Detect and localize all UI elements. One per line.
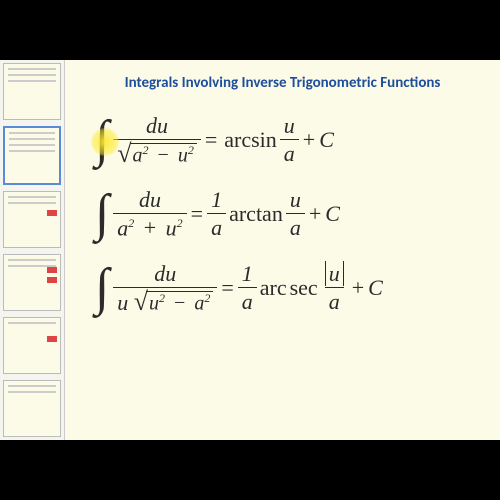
integral-icon: ∫ bbox=[95, 188, 109, 240]
slide-title: Integrals Involving Inverse Trigonometri… bbox=[83, 74, 482, 92]
formula-arcsin: ∫ du √ a2 − u2 = arcsin u bbox=[95, 114, 482, 166]
f2-numerator: du bbox=[135, 189, 165, 213]
thumbnail-6[interactable] bbox=[3, 380, 61, 437]
thumbnail-5[interactable] bbox=[3, 317, 61, 374]
slide-thumbnail-panel bbox=[0, 60, 65, 440]
thumbnail-1[interactable] bbox=[3, 63, 61, 120]
thumbnail-2[interactable] bbox=[3, 126, 61, 185]
f3-numerator: du bbox=[150, 263, 180, 287]
f1-numerator: du bbox=[142, 115, 172, 139]
presentation-stage: Integrals Involving Inverse Trigonometri… bbox=[0, 60, 500, 440]
integral-icon: ∫ bbox=[95, 262, 109, 314]
formula-arctan: ∫ du a2 + u2 = 1 a arctan u a + C bbox=[95, 188, 482, 240]
integral-icon: ∫ bbox=[95, 114, 109, 166]
slide-main: Integrals Involving Inverse Trigonometri… bbox=[65, 60, 500, 440]
thumbnail-4[interactable] bbox=[3, 254, 61, 311]
formula-arcsec: ∫ du u √ u2 − a2 = 1 bbox=[95, 262, 482, 314]
thumbnail-3[interactable] bbox=[3, 191, 61, 248]
